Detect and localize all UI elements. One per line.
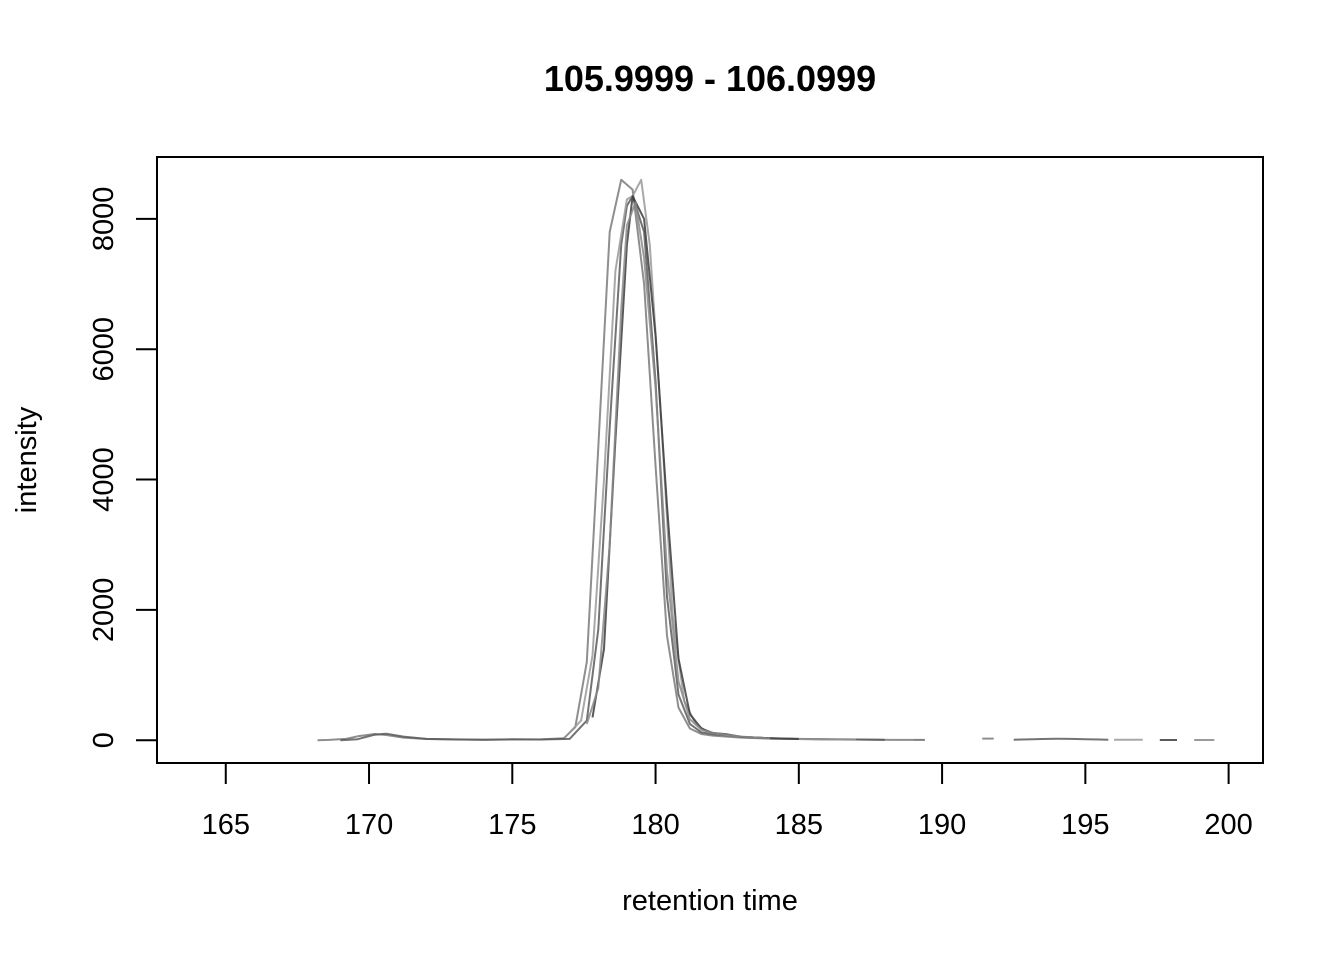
plot-box (156, 156, 1264, 764)
x-tick-label: 180 (631, 809, 679, 841)
y-axis: 0 2000 4000 6000 8000 (88, 187, 158, 748)
y-axis-label: intensity (11, 406, 43, 513)
x-tick-label: 200 (1204, 809, 1252, 841)
x-tick-label: 185 (775, 809, 823, 841)
series-line (568, 178, 857, 741)
series-line (317, 178, 914, 742)
x-tick-label: 170 (345, 809, 393, 841)
y-tick-label: 6000 (88, 317, 120, 382)
series-layer (317, 178, 1215, 742)
x-tick-label: 190 (918, 809, 966, 841)
x-tick-label: 165 (202, 809, 250, 841)
y-tick-label: 0 (88, 732, 120, 748)
series-line (1013, 737, 1109, 741)
series-line (585, 201, 771, 740)
y-tick-label: 8000 (88, 187, 120, 252)
y-tick-label: 4000 (88, 447, 120, 512)
chart-title: 105.9999 - 106.0999 (544, 58, 876, 99)
x-tick-label: 195 (1061, 809, 1109, 841)
x-axis: 165 170 175 180 185 190 195 200 (202, 762, 1253, 841)
x-tick-label: 175 (488, 809, 536, 841)
x-axis-label: retention time (622, 885, 798, 917)
y-tick-label: 2000 (88, 578, 120, 643)
